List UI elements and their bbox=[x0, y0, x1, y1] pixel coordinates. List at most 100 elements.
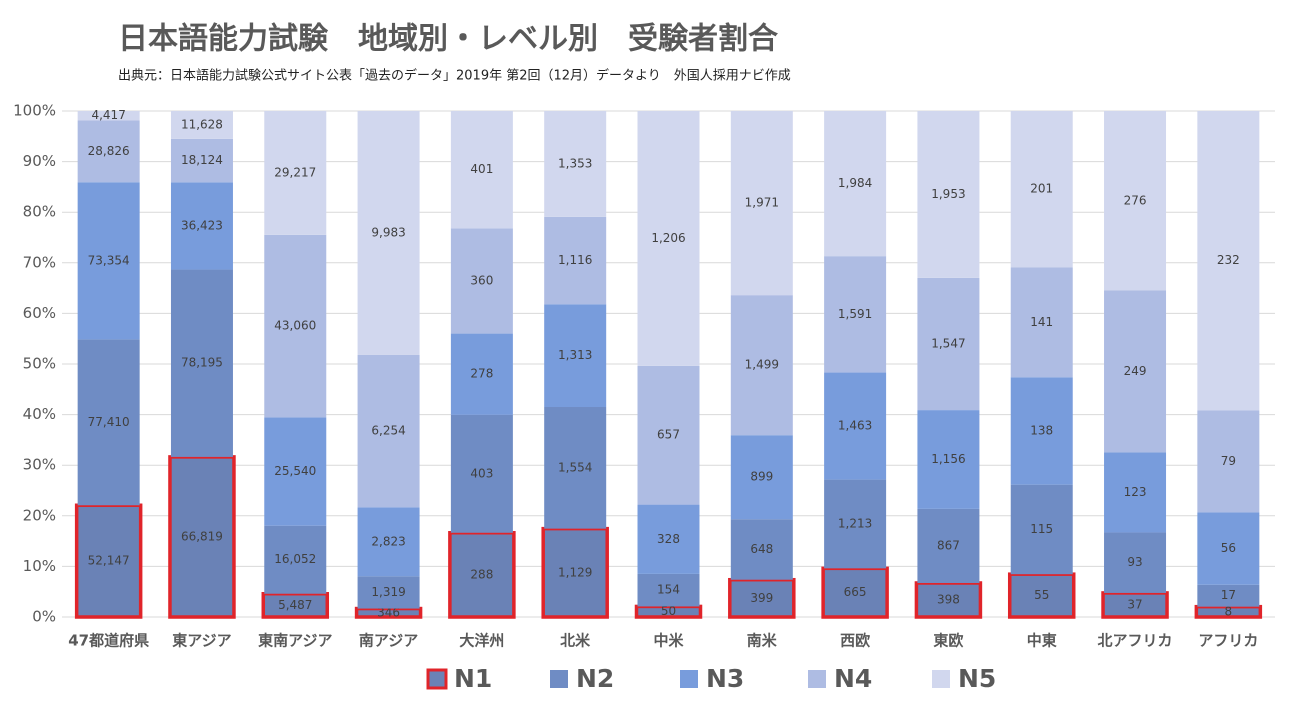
bar-segment bbox=[1010, 267, 1073, 378]
x-tick-label: 東アジア bbox=[172, 632, 231, 650]
value-label: 9,983 bbox=[371, 225, 405, 239]
bar-segment bbox=[170, 111, 233, 139]
bar-segment bbox=[730, 295, 793, 436]
value-label: 401 bbox=[470, 162, 493, 176]
bar-segment bbox=[77, 339, 140, 506]
bar-segment bbox=[170, 456, 233, 617]
bar-segment bbox=[637, 504, 700, 574]
bar-segment bbox=[1104, 592, 1167, 617]
bar-segment bbox=[264, 525, 327, 594]
bar-segment bbox=[1197, 111, 1260, 411]
value-label: 648 bbox=[750, 542, 773, 556]
bar-segment bbox=[357, 608, 420, 617]
value-label: 93 bbox=[1127, 555, 1142, 569]
bar-segment bbox=[357, 576, 420, 609]
bar-segment bbox=[637, 573, 700, 607]
x-tick-label: 東欧 bbox=[933, 632, 963, 650]
bar-segment bbox=[170, 182, 233, 270]
bar-segment bbox=[170, 138, 233, 183]
bar-segment bbox=[357, 507, 420, 577]
value-label: 29,217 bbox=[274, 165, 316, 179]
bar-segment bbox=[1010, 574, 1073, 617]
x-tick-label: 47都道府県 bbox=[68, 632, 149, 650]
y-tick-label: 0% bbox=[32, 608, 56, 626]
bar-segment bbox=[1197, 512, 1260, 585]
x-tick-label: 北米 bbox=[560, 632, 591, 650]
bar-segment bbox=[824, 372, 887, 480]
value-label: 37 bbox=[1127, 597, 1142, 611]
bar-segment bbox=[1010, 484, 1073, 575]
legend-swatch bbox=[932, 670, 950, 688]
value-label: 346 bbox=[377, 605, 400, 619]
bar-segment bbox=[730, 579, 793, 617]
value-label: 16,052 bbox=[274, 552, 316, 566]
bar-segment bbox=[917, 508, 980, 583]
x-tick-label: アフリカ bbox=[1198, 632, 1258, 650]
bar-segment bbox=[357, 354, 420, 508]
value-label: 665 bbox=[844, 585, 867, 599]
value-label: 25,540 bbox=[274, 464, 316, 478]
bar-segment bbox=[637, 606, 700, 617]
value-label: 77,410 bbox=[88, 415, 130, 429]
value-label: 1,463 bbox=[838, 419, 872, 433]
bar-segment bbox=[730, 111, 793, 296]
value-label: 1,313 bbox=[558, 348, 592, 362]
bar-segment bbox=[824, 111, 887, 257]
value-label: 17 bbox=[1221, 588, 1236, 602]
bar-segment bbox=[450, 532, 513, 617]
value-label: 1,953 bbox=[931, 187, 965, 201]
value-label: 11,628 bbox=[181, 117, 223, 131]
bar-segment bbox=[544, 111, 607, 217]
value-label: 1,971 bbox=[745, 196, 779, 210]
value-label: 4,417 bbox=[91, 108, 125, 122]
value-label: 399 bbox=[750, 591, 773, 605]
bar-segment bbox=[1104, 532, 1167, 593]
value-label: 398 bbox=[937, 592, 960, 606]
value-label: 154 bbox=[657, 583, 680, 597]
y-tick-label: 70% bbox=[23, 253, 56, 271]
y-tick-label: 30% bbox=[23, 456, 56, 474]
value-label: 18,124 bbox=[181, 153, 223, 167]
y-tick-label: 10% bbox=[23, 557, 56, 575]
value-label: 5,487 bbox=[278, 598, 312, 612]
value-label: 867 bbox=[937, 538, 960, 552]
value-label: 328 bbox=[657, 532, 680, 546]
legend-label: N1 bbox=[454, 664, 492, 693]
value-label: 43,060 bbox=[274, 319, 316, 333]
value-label: 288 bbox=[470, 567, 493, 581]
bar-segment bbox=[77, 182, 140, 340]
value-label: 1,116 bbox=[558, 253, 592, 267]
bar-segment bbox=[544, 216, 607, 305]
bar-segment bbox=[637, 111, 700, 366]
bar-segment bbox=[824, 479, 887, 569]
bar-segment bbox=[824, 568, 887, 617]
legend-swatch bbox=[808, 670, 826, 688]
value-label: 50 bbox=[661, 604, 676, 618]
legend-label: N4 bbox=[834, 664, 872, 693]
y-tick-label: 50% bbox=[23, 355, 56, 373]
bar-segment bbox=[917, 582, 980, 617]
value-label: 123 bbox=[1124, 485, 1147, 499]
value-label: 78,195 bbox=[181, 356, 223, 370]
value-label: 899 bbox=[750, 470, 773, 484]
y-tick-label: 20% bbox=[23, 506, 56, 524]
bar-segment bbox=[1104, 111, 1167, 291]
x-tick-label: 北アフリカ bbox=[1098, 632, 1173, 650]
value-label: 1,353 bbox=[558, 156, 592, 170]
bar-segment bbox=[1104, 290, 1167, 453]
value-label: 403 bbox=[470, 466, 493, 480]
value-label: 1,213 bbox=[838, 516, 872, 530]
bar-segment bbox=[917, 111, 980, 278]
bar-segment bbox=[917, 277, 980, 411]
value-label: 360 bbox=[470, 273, 493, 287]
bar-segment bbox=[730, 435, 793, 520]
value-label: 1,499 bbox=[745, 358, 779, 372]
value-label: 278 bbox=[470, 367, 493, 381]
bar-segment bbox=[730, 519, 793, 580]
bar-segment bbox=[450, 333, 513, 415]
x-tick-label: 大洋州 bbox=[459, 632, 504, 650]
value-label: 8 bbox=[1225, 604, 1233, 618]
value-label: 1,319 bbox=[371, 585, 405, 599]
bar-segment bbox=[77, 505, 140, 617]
